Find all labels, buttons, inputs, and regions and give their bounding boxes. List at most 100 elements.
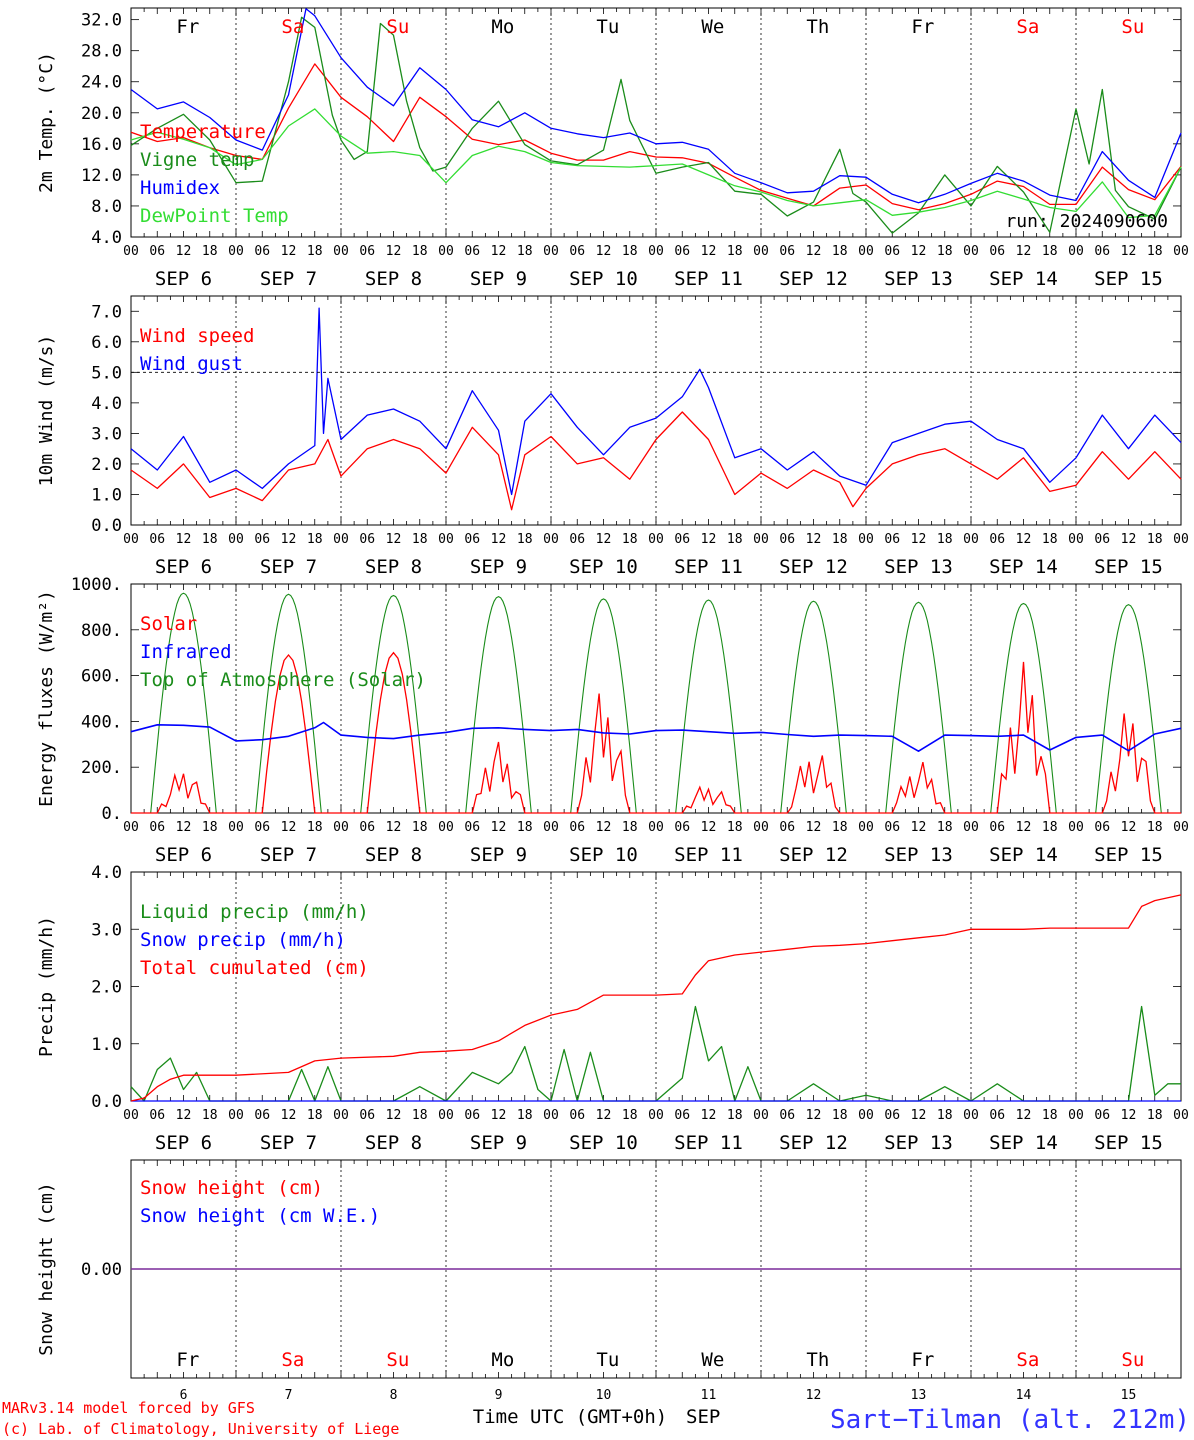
- date-label: SEP 13: [884, 1132, 953, 1154]
- hour-tick-label: 00: [123, 1108, 139, 1123]
- hour-tick-label: 06: [674, 532, 690, 547]
- hour-tick-label: 00: [858, 1108, 874, 1123]
- hour-tick-label: 06: [464, 244, 480, 259]
- hour-tick-label: 12: [806, 1108, 822, 1123]
- hour-tick-label: 00: [438, 244, 454, 259]
- hour-tick-label: 18: [832, 244, 848, 259]
- y-tick-label: 24.0: [81, 73, 122, 93]
- series-humidex-line: [130, 8, 1182, 204]
- legend-entry: Infrared: [140, 641, 232, 663]
- y-tick-label: 4.0: [91, 863, 122, 883]
- legend-entry: Humidex: [140, 177, 220, 199]
- legend-entry: Snow height (cm W.E.): [140, 1205, 380, 1227]
- y-axis-label: Precip (mm/h): [36, 916, 57, 1057]
- hour-tick-label: 18: [202, 244, 218, 259]
- plot-frame: [130, 583, 1182, 814]
- hour-tick-label: 18: [832, 532, 848, 547]
- hour-tick-label: 12: [176, 532, 192, 547]
- y-tick-label: 2.0: [91, 978, 122, 998]
- hour-tick-label: 18: [622, 532, 638, 547]
- date-label: SEP 15: [1094, 1132, 1163, 1154]
- date-label: SEP 9: [470, 1132, 527, 1154]
- hour-tick-label: 12: [1121, 820, 1137, 835]
- hour-tick-label: 12: [596, 244, 612, 259]
- hour-tick-label: 18: [517, 1108, 533, 1123]
- hour-tick-label: 12: [1016, 820, 1032, 835]
- legend-entry: Total cumulated (cm): [140, 957, 369, 979]
- hour-tick-label: 18: [517, 244, 533, 259]
- legend-entry: Solar: [140, 613, 197, 635]
- hour-tick-label: 18: [412, 820, 428, 835]
- hour-tick-label: 00: [1068, 532, 1084, 547]
- y-tick-label: 28.0: [81, 42, 122, 62]
- day-name-bottom: Sa: [281, 1349, 304, 1371]
- legend-entry: Temperature: [140, 121, 266, 143]
- date-label: SEP 10: [569, 1132, 638, 1154]
- day-number-bottom: 11: [701, 1388, 717, 1403]
- day-name-bottom: We: [701, 1349, 724, 1371]
- hour-tick-label: 00: [1173, 532, 1189, 547]
- date-label: SEP 9: [470, 844, 527, 866]
- hour-tick-label: 12: [701, 1108, 717, 1123]
- hour-tick-label: 12: [386, 1108, 402, 1123]
- hour-tick-label: 06: [1094, 532, 1110, 547]
- date-label: SEP 8: [365, 844, 422, 866]
- hour-tick-label: 00: [963, 1108, 979, 1123]
- y-tick-label: 16.0: [81, 135, 122, 155]
- y-axis-label: 10m Wind (m/s): [36, 335, 57, 487]
- hour-tick-label: 06: [779, 532, 795, 547]
- hour-tick-label: 00: [963, 532, 979, 547]
- legend-entry: Wind speed: [140, 325, 254, 347]
- hour-tick-label: 12: [281, 1108, 297, 1123]
- hour-tick-label: 12: [911, 244, 927, 259]
- day-name-bottom: Tu: [596, 1349, 619, 1371]
- run-label: run: 2024090600: [1005, 211, 1168, 232]
- hour-tick-label: 12: [806, 820, 822, 835]
- date-label: SEP 7: [260, 268, 317, 290]
- hour-tick-label: 06: [1094, 820, 1110, 835]
- date-label: SEP 13: [884, 556, 953, 578]
- day-name-bottom: Su: [1121, 1349, 1144, 1371]
- hour-tick-label: 06: [254, 244, 270, 259]
- y-axis-label: 2m Temp. (°C): [36, 52, 57, 193]
- hour-tick-label: 12: [911, 1108, 927, 1123]
- date-label: SEP 9: [470, 268, 527, 290]
- hour-tick-label: 00: [963, 244, 979, 259]
- day-name-top: Su: [1121, 16, 1144, 38]
- legend-entry: Liquid precip (mm/h): [140, 901, 369, 923]
- y-tick-label: 4.0: [91, 394, 122, 414]
- date-label: SEP 14: [989, 556, 1058, 578]
- hour-tick-label: 12: [1121, 1108, 1137, 1123]
- hour-tick-label: 00: [543, 1108, 559, 1123]
- hour-tick-label: 00: [753, 1108, 769, 1123]
- y-tick-label: 32.0: [81, 11, 122, 31]
- day-number-bottom: 8: [390, 1388, 398, 1403]
- day-name-bottom: Mo: [491, 1349, 514, 1371]
- hour-tick-label: 18: [727, 532, 743, 547]
- day-name-top: Su: [386, 16, 409, 38]
- hour-tick-label: 00: [963, 820, 979, 835]
- date-label: SEP 7: [260, 1132, 317, 1154]
- hour-tick-label: 00: [228, 820, 244, 835]
- panel-2: [130, 295, 1182, 526]
- date-label: SEP 15: [1094, 556, 1163, 578]
- hour-tick-label: 12: [491, 820, 507, 835]
- hour-tick-label: 18: [307, 820, 323, 835]
- hour-tick-label: 06: [464, 820, 480, 835]
- date-label: SEP 13: [884, 268, 953, 290]
- hour-tick-label: 06: [779, 820, 795, 835]
- hour-tick-label: 00: [1173, 820, 1189, 835]
- date-label: SEP 12: [779, 1132, 848, 1154]
- y-axis-label: Snow height (cm): [36, 1182, 57, 1355]
- date-label: SEP 6: [155, 556, 212, 578]
- day-name-bottom: Fr: [176, 1349, 199, 1371]
- hour-tick-label: 06: [674, 1108, 690, 1123]
- hour-tick-label: 18: [622, 1108, 638, 1123]
- hour-tick-label: 18: [1147, 244, 1163, 259]
- hour-tick-label: 18: [412, 1108, 428, 1123]
- day-number-bottom: 15: [1121, 1388, 1137, 1403]
- date-label: SEP 6: [155, 268, 212, 290]
- day-number-bottom: 7: [285, 1388, 293, 1403]
- hour-tick-label: 12: [176, 1108, 192, 1123]
- y-tick-label: 0.: [102, 804, 122, 824]
